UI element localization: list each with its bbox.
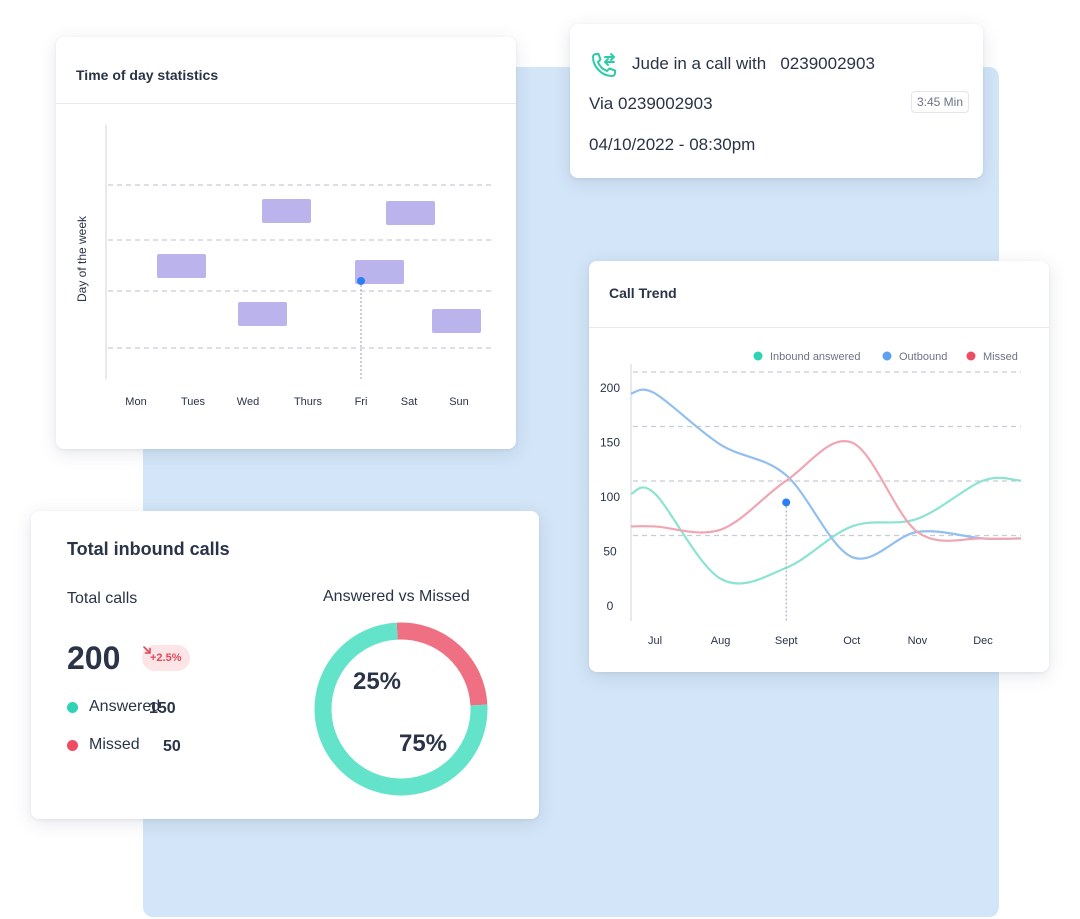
series-line-outbound[interactable] [630, 388, 1022, 560]
phone-transfer-icon [592, 53, 616, 77]
block-thurs[interactable] [262, 199, 311, 223]
time-of-day-chart: Day of the week Mon Tues Wed Thurs Fri S… [75, 125, 494, 408]
total-calls-label: Total calls [67, 590, 138, 607]
call-via-text: Via 0239002903 [589, 94, 713, 113]
time-of-day-title: Time of day statistics [76, 67, 219, 83]
time-of-day-card: Time of day statistics Day of the week M… [56, 37, 516, 449]
donut-segment-answered[interactable] [314, 622, 488, 796]
x-tick-fri: Fri [355, 396, 368, 408]
card-header: Call Trend [589, 261, 1049, 328]
x-tick-label: Oct [843, 635, 860, 647]
donut-segment-missed[interactable] [396, 622, 488, 706]
x-tick-sat: Sat [401, 396, 418, 408]
call-trend-title: Call Trend [609, 285, 677, 301]
x-tick-label: Dec [973, 635, 993, 647]
total-inbound-card: Total inbound calls Total calls 200 +2.5… [31, 511, 539, 819]
legend-label-answered: Answered [89, 698, 161, 715]
x-tick-label: Nov [908, 635, 928, 647]
x-tick-label: Aug [711, 635, 731, 647]
legend-missed: Missed [67, 736, 140, 754]
y-tick-label: 0 [607, 599, 614, 613]
donut-title: Answered vs Missed [323, 588, 470, 605]
missed-value: 50 [163, 738, 181, 755]
y-tick-label: 100 [600, 490, 620, 504]
block-fri[interactable] [355, 260, 404, 284]
answered-value: 150 [149, 700, 176, 717]
x-tick-sun: Sun [449, 396, 469, 408]
series-line-missed[interactable] [630, 440, 1022, 542]
x-tick-thurs: Thurs [294, 396, 323, 408]
x-tick-wed: Wed [237, 396, 259, 408]
y-tick-label: 150 [600, 436, 620, 450]
answered-vs-missed-donut: 25% 75% [314, 622, 488, 796]
call-duration-badge: 3:45 Min [910, 91, 969, 113]
marker-dot[interactable] [357, 277, 365, 285]
change-badge: +2.5% [142, 645, 190, 671]
block-mon[interactable] [157, 254, 206, 278]
legend-answered: Answered [67, 698, 160, 716]
donut-label-answered: 75% [399, 730, 447, 757]
call-trend-chart: Inbound answered Outbound Missed 0 50 100 1… [600, 351, 1022, 647]
y-tick-label: 200 [600, 381, 620, 395]
call-datetime-text: 04/10/2022 - 08:30pm [589, 135, 756, 154]
x-tick-tues: Tues [181, 396, 206, 408]
trend-down-arrow-icon [143, 646, 151, 654]
legend-label-missed: Missed [89, 736, 140, 753]
legend-label-missed: Missed [983, 351, 1018, 363]
block-sat[interactable] [386, 201, 435, 225]
change-badge-text: +2.5% [150, 652, 182, 664]
x-tick-label: Sept [775, 635, 798, 647]
y-tick-label: 50 [603, 545, 617, 559]
legend-dot-inbound [753, 351, 763, 361]
marker-dot[interactable] [782, 498, 791, 507]
block-wed[interactable] [238, 302, 287, 326]
active-call-card[interactable]: Jude in a call with 0239002903 Via 02390… [570, 24, 983, 178]
series-line-inbound-answered[interactable] [630, 476, 1022, 585]
block-sun[interactable] [432, 309, 481, 333]
legend-label-outbound: Outbound [899, 351, 947, 363]
total-calls-value: 200 [67, 640, 121, 676]
donut-label-missed: 25% [353, 668, 401, 695]
call-status-text: Jude in a call with 0239002903 [632, 54, 875, 73]
legend-dot-missed [67, 739, 78, 751]
legend-label-inbound: Inbound answered [770, 351, 861, 363]
legend-dot-missed [966, 351, 976, 361]
legend-dot-outbound [882, 351, 892, 361]
inbound-title: Total inbound calls [67, 539, 230, 559]
x-tick-mon: Mon [125, 396, 146, 408]
card-header: Time of day statistics [56, 37, 516, 104]
call-trend-card: Call Trend Inbound answered Outbound Mis… [589, 261, 1049, 672]
y-axis-label: Day of the week [75, 215, 89, 302]
x-tick-label: Jul [648, 635, 662, 647]
legend-dot-answered [67, 701, 78, 713]
